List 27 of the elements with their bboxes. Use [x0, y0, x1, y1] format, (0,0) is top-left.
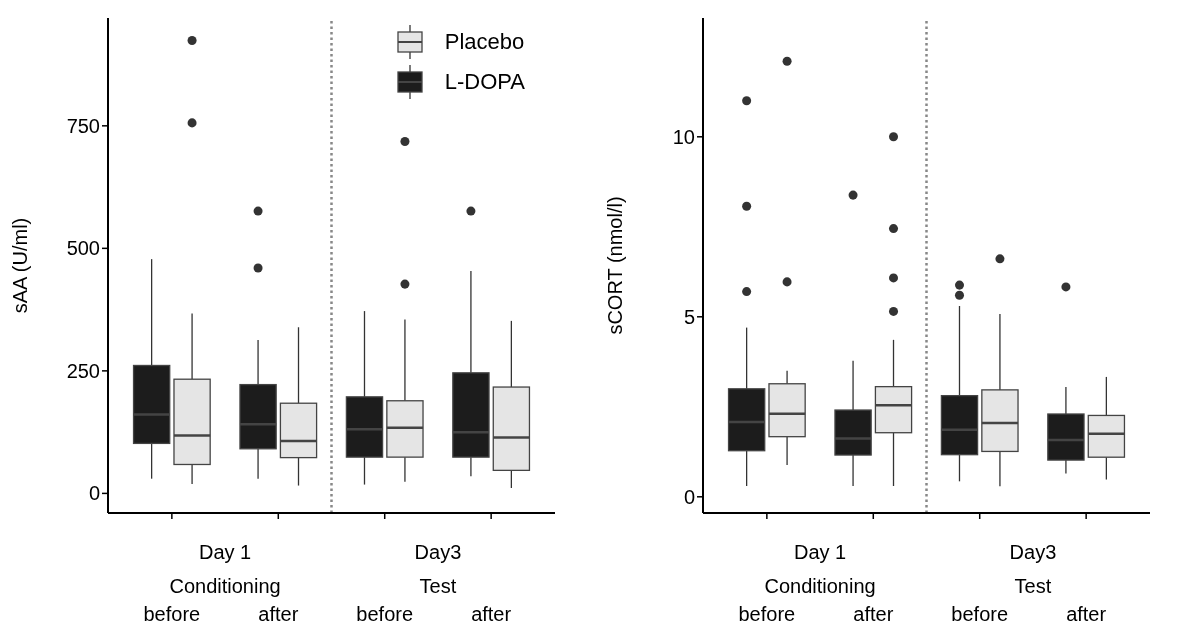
text: Test: [418, 575, 458, 598]
text: Day3: [413, 541, 463, 564]
y-tick-label: 500: [66, 237, 100, 260]
x-tick-label: after: [258, 603, 299, 625]
x-tick-label: after: [1066, 603, 1107, 625]
y-axis-title: sAA (U/ml): [9, 217, 32, 314]
x-tick-label: after: [853, 603, 894, 625]
y-axis-title: sCORT (nmol/l): [604, 196, 627, 335]
y-tick-label: 750: [66, 114, 100, 137]
text: Conditioning: [763, 575, 877, 598]
y-tick-label: 10: [672, 125, 695, 148]
legend-label: Placebo: [444, 29, 525, 55]
legend-label: L-DOPA: [444, 69, 525, 95]
x-tick-label: before: [143, 603, 201, 625]
x-tick-label: before: [356, 603, 414, 625]
y-tick-label: 0: [683, 485, 695, 508]
x-tick-label: before: [738, 603, 796, 625]
text: Test: [1013, 575, 1053, 598]
text: Day 1: [792, 541, 848, 564]
x-tick-label: after: [471, 603, 512, 625]
y-tick-label: 0: [88, 482, 100, 505]
text: Conditioning: [168, 575, 282, 598]
text: Day3: [1008, 541, 1058, 564]
y-tick-label: 5: [683, 305, 695, 328]
text: Day 1: [197, 541, 253, 564]
y-tick-label: 250: [66, 359, 100, 382]
x-tick-label: before: [951, 603, 1009, 625]
